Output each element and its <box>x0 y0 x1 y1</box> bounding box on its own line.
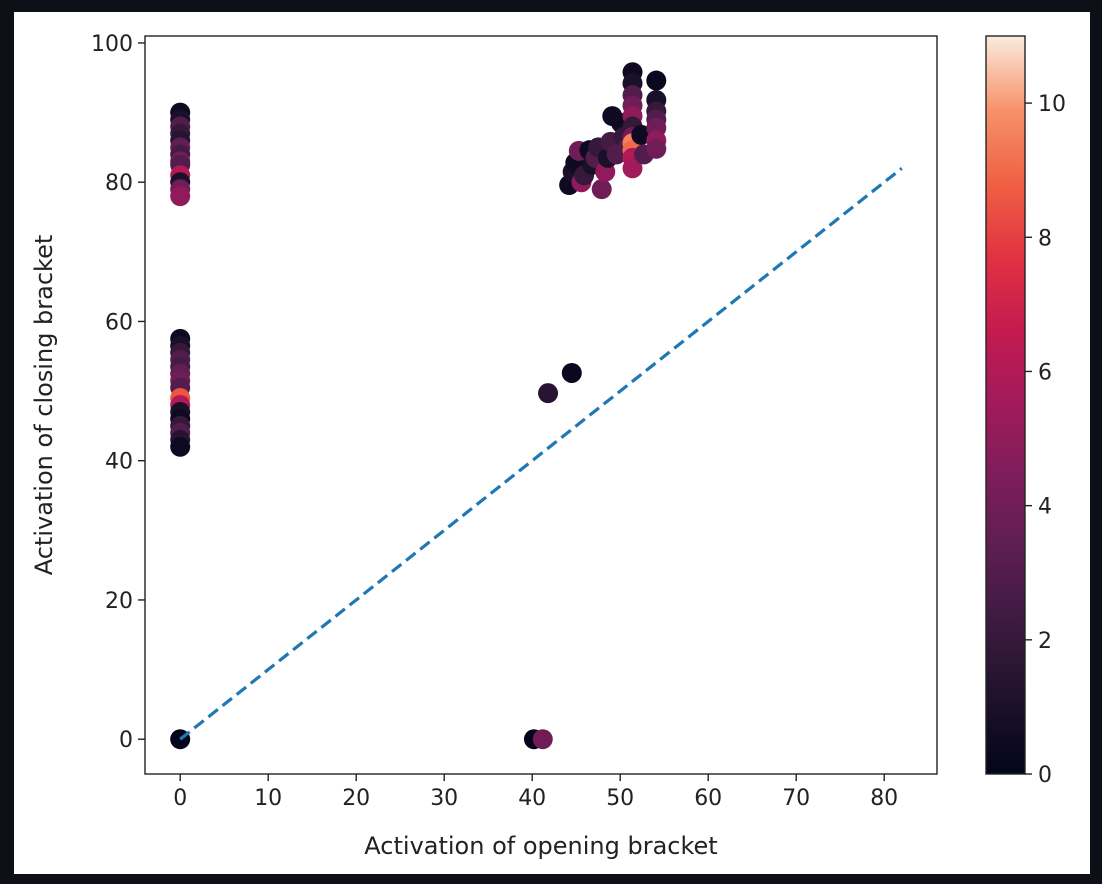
colorbar-tick-label: 0 <box>1038 763 1052 788</box>
colorbar-tick-label: 4 <box>1038 495 1052 520</box>
x-axis-label: Activation of opening bracket <box>364 832 717 860</box>
x-tick-label: 80 <box>870 786 898 811</box>
y-tick-label: 80 <box>105 171 133 196</box>
scatter-point <box>591 179 612 200</box>
plot-frame <box>144 35 938 775</box>
y-axis-label: Activation of closing bracket <box>30 235 58 576</box>
scatter-point <box>170 186 191 207</box>
x-axis-ticks: 0 10 20 30 40 50 60 70 80 <box>173 774 898 811</box>
scatter-points <box>170 62 667 750</box>
colorbar-tick-label: 2 <box>1038 629 1052 654</box>
y-axis-ticks: 0 20 40 60 80 100 <box>91 32 145 753</box>
scatter-point <box>646 138 667 159</box>
colorbar-ticks: 0 2 4 6 8 10 <box>1025 92 1066 788</box>
x-tick-label: 40 <box>518 786 546 811</box>
y-tick-label: 100 <box>91 32 133 57</box>
scatter-point <box>170 436 191 457</box>
colorbar-tick-label: 8 <box>1038 226 1052 251</box>
reference-line <box>179 167 903 741</box>
reference-line-layer <box>179 167 903 741</box>
x-tick-label: 20 <box>342 786 370 811</box>
x-tick-label: 30 <box>430 786 458 811</box>
x-tick-label: 10 <box>254 786 282 811</box>
x-tick-label: 60 <box>694 786 722 811</box>
colorbar <box>985 35 1026 775</box>
x-tick-label: 0 <box>173 786 187 811</box>
colorbar-tick-label: 10 <box>1038 92 1066 117</box>
scatter-point <box>561 362 582 383</box>
y-tick-label: 60 <box>105 310 133 335</box>
colorbar-tick-label: 6 <box>1038 360 1052 385</box>
chart-frame: 0 10 20 30 40 50 60 70 80 0 20 40 60 80 100 Activatio… <box>14 12 1090 874</box>
scatter-point <box>646 70 667 91</box>
y-tick-label: 40 <box>105 450 133 475</box>
x-tick-label: 70 <box>782 786 810 811</box>
scatter-point <box>538 383 559 404</box>
y-tick-label: 20 <box>105 589 133 614</box>
scatter-point <box>532 729 553 750</box>
scatter-point <box>622 158 643 179</box>
y-tick-label: 0 <box>119 728 133 753</box>
x-tick-label: 50 <box>606 786 634 811</box>
